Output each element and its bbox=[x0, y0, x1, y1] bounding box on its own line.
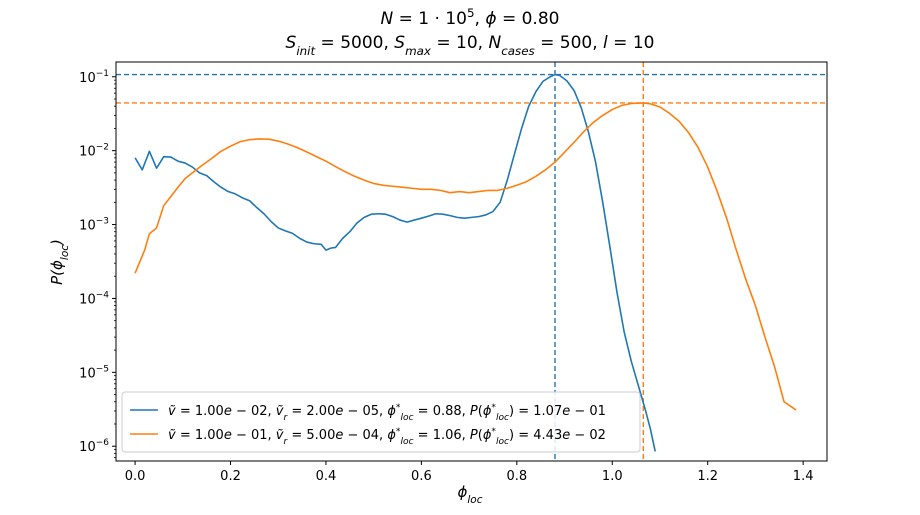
axes-frame bbox=[115, 61, 828, 462]
chart-title-line1: N = 1 · 105, ϕ = 0.80 bbox=[381, 6, 560, 29]
legend-label-1: ṽ = 1.00e − 02, ṽr = 2.00e − 05, ϕ*loc =… bbox=[168, 403, 606, 423]
y-tick-label: 10−6 bbox=[79, 438, 109, 455]
legend-box bbox=[121, 391, 641, 453]
legend: ṽ = 1.00e − 02, ṽr = 2.00e − 05, ϕ*loc =… bbox=[121, 391, 641, 453]
chart-title-line2: Sinit = 5000, Smax = 10, Ncases = 500, l… bbox=[286, 33, 655, 58]
x-axis-label: ϕloc bbox=[457, 483, 482, 506]
x-tick-label: 0.6 bbox=[411, 469, 432, 484]
legend-label-2: ṽ = 1.00e − 01, ṽr = 5.00e − 04, ϕ*loc =… bbox=[168, 427, 606, 447]
x-tick-label: 0.2 bbox=[220, 469, 241, 484]
series-line-1 bbox=[134, 73, 656, 452]
x-tick-label: 0.4 bbox=[316, 469, 337, 484]
y-axis-label: P(ϕloc) bbox=[48, 239, 71, 285]
y-tick-label: 10−3 bbox=[79, 217, 109, 234]
x-tick-label: 0.8 bbox=[506, 469, 527, 484]
x-tick-label: 0.0 bbox=[125, 469, 146, 484]
y-tick-label: 10−1 bbox=[79, 69, 109, 86]
x-tick-label: 1.0 bbox=[602, 469, 623, 484]
x-axis-ticks: 0.0 0.2 0.4 0.6 0.8 1.0 1.2 1.4 bbox=[125, 461, 814, 484]
y-axis-ticks: 10−1 10−2 10−3 10−4 10−5 10−6 bbox=[79, 69, 116, 459]
y-tick-label: 10−5 bbox=[79, 364, 109, 381]
series-line-2 bbox=[134, 102, 797, 411]
x-tick-label: 1.2 bbox=[697, 469, 718, 484]
y-tick-label: 10−4 bbox=[79, 290, 109, 307]
x-tick-label: 1.4 bbox=[793, 469, 814, 484]
y-tick-label: 10−2 bbox=[79, 143, 109, 160]
